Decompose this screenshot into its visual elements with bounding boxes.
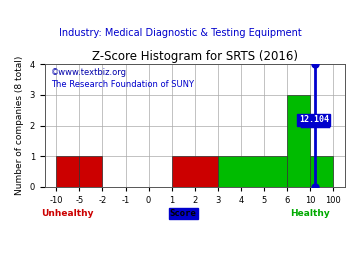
Bar bbox=[287, 95, 310, 187]
Bar bbox=[218, 156, 287, 187]
Bar bbox=[79, 156, 102, 187]
Text: Score: Score bbox=[170, 209, 197, 218]
Title: Z-Score Histogram for SRTS (2016): Z-Score Histogram for SRTS (2016) bbox=[92, 50, 298, 63]
Bar bbox=[310, 156, 333, 187]
Text: ©www.textbiz.org: ©www.textbiz.org bbox=[51, 68, 127, 77]
Text: Healthy: Healthy bbox=[291, 209, 330, 218]
Text: 12.104: 12.104 bbox=[299, 115, 329, 124]
Text: Industry: Medical Diagnostic & Testing Equipment: Industry: Medical Diagnostic & Testing E… bbox=[59, 28, 301, 38]
Text: The Research Foundation of SUNY: The Research Foundation of SUNY bbox=[51, 80, 194, 89]
Bar bbox=[172, 156, 218, 187]
Text: Unhealthy: Unhealthy bbox=[41, 209, 94, 218]
Y-axis label: Number of companies (8 total): Number of companies (8 total) bbox=[15, 56, 24, 195]
Bar bbox=[56, 156, 79, 187]
